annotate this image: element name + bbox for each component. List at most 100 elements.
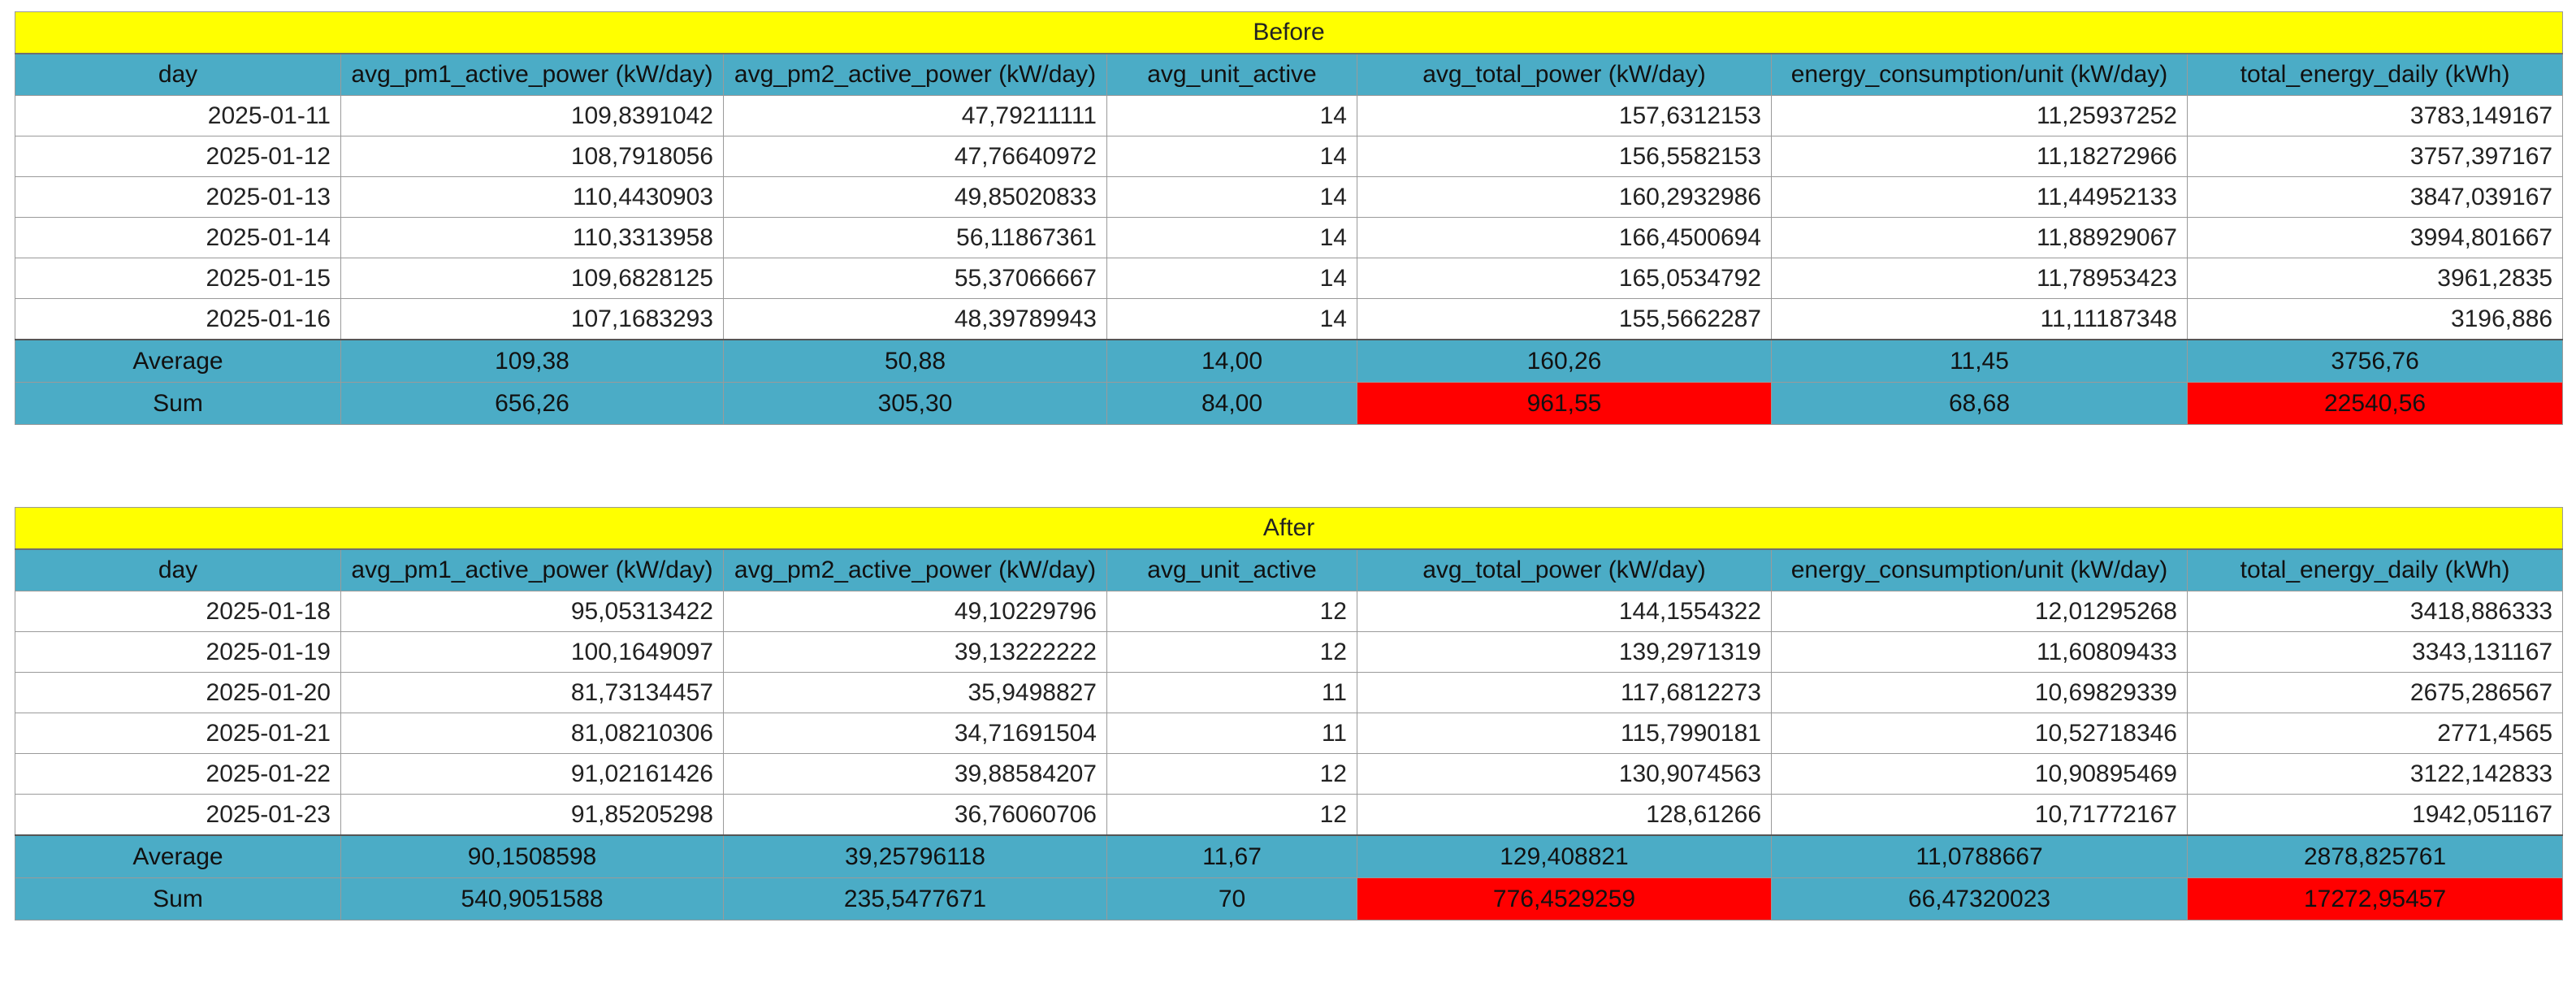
- average-total-energy-daily[interactable]: 2878,825761: [2186, 834, 2564, 878]
- cell-energy-consumption-unit[interactable]: 11,11187348: [1771, 298, 2188, 340]
- cell-avg-total-power[interactable]: 155,5662287: [1357, 298, 1772, 340]
- sum-total-energy-daily-highlighted[interactable]: 22540,56: [2186, 382, 2564, 425]
- cell-energy-consumption-unit[interactable]: 10,90895469: [1771, 753, 2188, 795]
- cell-total-energy-daily[interactable]: 3994,801667: [2186, 217, 2564, 258]
- cell-day[interactable]: 2025-01-22: [15, 753, 341, 795]
- column-header-avg-pm1-active-power[interactable]: avg_pm1_active_power (kW/day): [340, 548, 724, 591]
- after-table-title[interactable]: After: [14, 507, 2564, 550]
- cell-day[interactable]: 2025-01-13: [15, 176, 341, 218]
- cell-avg-unit-active[interactable]: 14: [1106, 95, 1357, 136]
- cell-total-energy-daily[interactable]: 3418,886333: [2186, 591, 2564, 632]
- cell-avg-pm1[interactable]: 108,7918056: [340, 136, 724, 177]
- average-avg-total-power[interactable]: 160,26: [1357, 339, 1772, 383]
- average-avg-pm1[interactable]: 90,1508598: [340, 834, 724, 878]
- cell-total-energy-daily[interactable]: 3847,039167: [2186, 176, 2564, 218]
- cell-avg-pm2[interactable]: 49,85020833: [723, 176, 1107, 218]
- column-header-total-energy-daily[interactable]: total_energy_daily (kWh): [2186, 548, 2564, 591]
- cell-avg-total-power[interactable]: 160,2932986: [1357, 176, 1772, 218]
- cell-total-energy-daily[interactable]: 2771,4565: [2186, 713, 2564, 754]
- sum-avg-pm2[interactable]: 305,30: [723, 382, 1107, 425]
- cell-avg-pm1[interactable]: 81,08210306: [340, 713, 724, 754]
- cell-avg-pm2[interactable]: 35,9498827: [723, 672, 1107, 713]
- cell-avg-pm2[interactable]: 39,88584207: [723, 753, 1107, 795]
- cell-avg-pm2[interactable]: 36,76060706: [723, 794, 1107, 836]
- cell-day[interactable]: 2025-01-15: [15, 258, 341, 299]
- average-avg-unit-active[interactable]: 11,67: [1106, 834, 1357, 878]
- cell-day[interactable]: 2025-01-14: [15, 217, 341, 258]
- cell-avg-pm2[interactable]: 55,37066667: [723, 258, 1107, 299]
- cell-day[interactable]: 2025-01-18: [15, 591, 341, 632]
- cell-total-energy-daily[interactable]: 2675,286567: [2186, 672, 2564, 713]
- column-header-avg-total-power[interactable]: avg_total_power (kW/day): [1357, 53, 1772, 96]
- cell-avg-pm2[interactable]: 34,71691504: [723, 713, 1107, 754]
- cell-avg-total-power[interactable]: 130,9074563: [1357, 753, 1772, 795]
- cell-energy-consumption-unit[interactable]: 10,52718346: [1771, 713, 2188, 754]
- cell-avg-pm2[interactable]: 47,76640972: [723, 136, 1107, 177]
- average-avg-pm1[interactable]: 109,38: [340, 339, 724, 383]
- cell-avg-unit-active[interactable]: 12: [1106, 631, 1357, 673]
- cell-total-energy-daily[interactable]: 1942,051167: [2186, 794, 2564, 836]
- cell-energy-consumption-unit[interactable]: 10,71772167: [1771, 794, 2188, 836]
- cell-avg-pm2[interactable]: 48,39789943: [723, 298, 1107, 340]
- cell-day[interactable]: 2025-01-20: [15, 672, 341, 713]
- column-header-day[interactable]: day: [15, 548, 341, 591]
- cell-total-energy-daily[interactable]: 3961,2835: [2186, 258, 2564, 299]
- cell-avg-unit-active[interactable]: 14: [1106, 258, 1357, 299]
- cell-avg-unit-active[interactable]: 12: [1106, 753, 1357, 795]
- average-label[interactable]: Average: [15, 834, 341, 878]
- sum-label[interactable]: Sum: [15, 877, 341, 921]
- cell-avg-total-power[interactable]: 139,2971319: [1357, 631, 1772, 673]
- cell-avg-unit-active[interactable]: 11: [1106, 713, 1357, 754]
- cell-energy-consumption-unit[interactable]: 11,25937252: [1771, 95, 2188, 136]
- cell-avg-unit-active[interactable]: 12: [1106, 591, 1357, 632]
- average-energy-consumption-unit[interactable]: 11,45: [1771, 339, 2188, 383]
- column-header-avg-total-power[interactable]: avg_total_power (kW/day): [1357, 548, 1772, 591]
- average-avg-total-power[interactable]: 129,408821: [1357, 834, 1772, 878]
- cell-avg-pm1[interactable]: 110,3313958: [340, 217, 724, 258]
- cell-avg-pm2[interactable]: 56,11867361: [723, 217, 1107, 258]
- column-header-avg-unit-active[interactable]: avg_unit_active: [1106, 53, 1357, 96]
- average-label[interactable]: Average: [15, 339, 341, 383]
- cell-energy-consumption-unit[interactable]: 11,18272966: [1771, 136, 2188, 177]
- cell-energy-consumption-unit[interactable]: 12,01295268: [1771, 591, 2188, 632]
- column-header-energy-consumption-unit[interactable]: energy_consumption/unit (kW/day): [1771, 53, 2188, 96]
- cell-avg-total-power[interactable]: 144,1554322: [1357, 591, 1772, 632]
- sum-avg-total-power-highlighted[interactable]: 961,55: [1357, 382, 1772, 425]
- cell-avg-total-power[interactable]: 157,6312153: [1357, 95, 1772, 136]
- column-header-avg-unit-active[interactable]: avg_unit_active: [1106, 548, 1357, 591]
- cell-energy-consumption-unit[interactable]: 11,44952133: [1771, 176, 2188, 218]
- cell-avg-unit-active[interactable]: 14: [1106, 176, 1357, 218]
- before-table-title[interactable]: Before: [14, 11, 2564, 54]
- cell-avg-pm1[interactable]: 91,85205298: [340, 794, 724, 836]
- cell-avg-total-power[interactable]: 156,5582153: [1357, 136, 1772, 177]
- cell-energy-consumption-unit[interactable]: 11,78953423: [1771, 258, 2188, 299]
- cell-avg-unit-active[interactable]: 11: [1106, 672, 1357, 713]
- cell-total-energy-daily[interactable]: 3757,397167: [2186, 136, 2564, 177]
- sum-avg-unit-active[interactable]: 70: [1106, 877, 1357, 921]
- cell-energy-consumption-unit[interactable]: 11,60809433: [1771, 631, 2188, 673]
- cell-avg-unit-active[interactable]: 12: [1106, 794, 1357, 836]
- cell-avg-pm1[interactable]: 95,05313422: [340, 591, 724, 632]
- cell-avg-pm2[interactable]: 39,13222222: [723, 631, 1107, 673]
- column-header-avg-pm1-active-power[interactable]: avg_pm1_active_power (kW/day): [340, 53, 724, 96]
- cell-avg-pm1[interactable]: 109,6828125: [340, 258, 724, 299]
- average-avg-pm2[interactable]: 50,88: [723, 339, 1107, 383]
- column-header-energy-consumption-unit[interactable]: energy_consumption/unit (kW/day): [1771, 548, 2188, 591]
- cell-day[interactable]: 2025-01-19: [15, 631, 341, 673]
- average-avg-pm2[interactable]: 39,25796118: [723, 834, 1107, 878]
- cell-day[interactable]: 2025-01-23: [15, 794, 341, 836]
- cell-total-energy-daily[interactable]: 3196,886: [2186, 298, 2564, 340]
- average-avg-unit-active[interactable]: 14,00: [1106, 339, 1357, 383]
- column-header-avg-pm2-active-power[interactable]: avg_pm2_active_power (kW/day): [723, 53, 1107, 96]
- cell-avg-pm2[interactable]: 49,10229796: [723, 591, 1107, 632]
- sum-avg-total-power-highlighted[interactable]: 776,4529259: [1357, 877, 1772, 921]
- cell-avg-total-power[interactable]: 117,6812273: [1357, 672, 1772, 713]
- cell-total-energy-daily[interactable]: 3343,131167: [2186, 631, 2564, 673]
- cell-day[interactable]: 2025-01-16: [15, 298, 341, 340]
- cell-avg-unit-active[interactable]: 14: [1106, 298, 1357, 340]
- cell-avg-total-power[interactable]: 165,0534792: [1357, 258, 1772, 299]
- average-energy-consumption-unit[interactable]: 11,0788667: [1771, 834, 2188, 878]
- cell-avg-total-power[interactable]: 115,7990181: [1357, 713, 1772, 754]
- sum-energy-consumption-unit[interactable]: 68,68: [1771, 382, 2188, 425]
- cell-avg-unit-active[interactable]: 14: [1106, 136, 1357, 177]
